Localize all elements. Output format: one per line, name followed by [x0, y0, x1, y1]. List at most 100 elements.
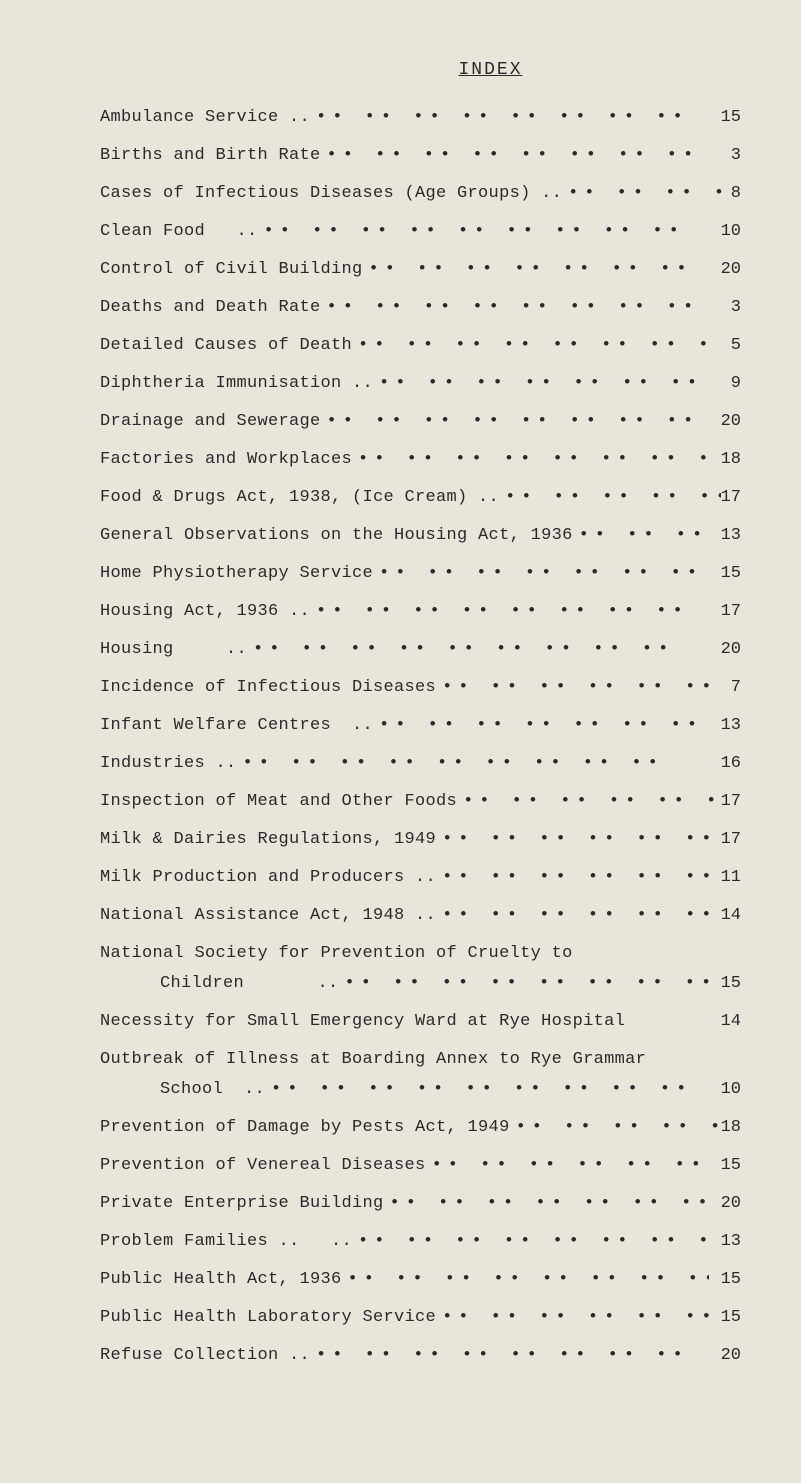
index-entry-label: Food & Drugs Act, 1938, (Ice Cream) ..: [100, 488, 499, 507]
leader-dots: •• •• •• •• •• •• •• •• ••: [352, 450, 710, 469]
index-entry-label: Milk Production and Producers ..: [100, 868, 436, 887]
index-page-number: 17: [706, 602, 741, 621]
index-row: Diphtheria Immunisation ..•• •• •• •• ••…: [100, 374, 741, 393]
index-entry-label: Detailed Causes of Death: [100, 336, 352, 355]
index-page-number: 15: [712, 564, 741, 583]
leader-dots: •• •• •• •• •• •• •• •• ••: [436, 906, 717, 925]
leader-dots: •• •• •• •• •• •• •• •• ••: [384, 1194, 713, 1213]
index-row: Prevention of Venereal Diseases•• •• •• …: [100, 1156, 741, 1175]
index-page-number: 20: [706, 1346, 741, 1365]
index-entry-label: General Observations on the Housing Act,…: [100, 526, 573, 545]
index-row: Private Enterprise Building•• •• •• •• •…: [100, 1194, 741, 1213]
index-row: Drainage and Sewerage•• •• •• •• •• •• •…: [100, 412, 741, 431]
index-page-number: 7: [717, 678, 741, 697]
index-page-number: 15: [709, 1270, 741, 1289]
index-entry-label: Inspection of Meat and Other Foods: [100, 792, 457, 811]
index-page-number: 3: [707, 298, 741, 317]
index-page-number: 15: [706, 108, 741, 127]
index-row: Public Health Laboratory Service•• •• ••…: [100, 1308, 741, 1327]
index-page-number: 18: [721, 1118, 741, 1137]
index-entry-label: Ambulance Service ..: [100, 108, 310, 127]
index-row: Milk & Dairies Regulations, 1949•• •• ••…: [100, 830, 741, 849]
index-entry-label: National Assistance Act, 1948 ..: [100, 906, 436, 925]
leader-dots: •• •• •• •• •• •• •• •• ••: [310, 108, 706, 127]
index-page-number: 14: [703, 1012, 741, 1031]
index-page-number: 10: [703, 1080, 741, 1099]
index-entry-label: Children ..: [100, 974, 339, 993]
leader-dots: •• •• •• •• •• •• •• •• ••: [436, 1308, 717, 1327]
index-entry-label: Home Physiotherapy Service: [100, 564, 373, 583]
leader-dots: •• •• •• •• •• •• •• •• ••: [363, 260, 711, 279]
leader-dots: •• •• •• •• •• •• •• •• ••: [499, 488, 721, 507]
index-entry-label: School ..: [100, 1080, 265, 1099]
index-row: Prevention of Damage by Pests Act, 1949•…: [100, 1118, 741, 1137]
index-row: Housing ..•• •• •• •• •• •• •• •• ••20: [100, 640, 741, 659]
index-row: Refuse Collection ..•• •• •• •• •• •• ••…: [100, 1346, 741, 1365]
index-page-number: 11: [717, 868, 741, 887]
index-row: Control of Civil Building•• •• •• •• •• …: [100, 260, 741, 279]
index-entry-label: Infant Welfare Centres ..: [100, 716, 373, 735]
index-page-number: 15: [716, 1156, 741, 1175]
index-entry-label: Necessity for Small Emergency Ward at Ry…: [100, 1012, 625, 1031]
leader-dots: •• •• •• •• •• •• •• •• ••: [562, 184, 727, 203]
index-page-number: 20: [712, 1194, 741, 1213]
index-page-number: 16: [703, 754, 741, 773]
leader-dots: •• •• •• •• •• •• •• •• ••: [436, 868, 717, 887]
index-entry-label: Control of Civil Building: [100, 260, 363, 279]
index-row: Industries ..•• •• •• •• •• •• •• •• ••1…: [100, 754, 741, 773]
index-row: Food & Drugs Act, 1938, (Ice Cream) ..••…: [100, 488, 741, 507]
leader-dots: •• •• •• •• •• •• •• •• ••: [265, 1080, 703, 1099]
index-entry-label: Refuse Collection ..: [100, 1346, 310, 1365]
index-page-number: 14: [717, 906, 741, 925]
index-page-number: 17: [721, 488, 741, 507]
index-page-number: 3: [707, 146, 741, 165]
index-entry-label: Deaths and Death Rate: [100, 298, 321, 317]
index-entry-label: Diphtheria Immunisation ..: [100, 374, 373, 393]
index-entry-label: Housing Act, 1936 ..: [100, 602, 310, 621]
index-page-number: 17: [719, 792, 742, 811]
index-row: Cases of Infectious Diseases (Age Groups…: [100, 184, 741, 203]
index-page-number: 13: [710, 1232, 741, 1251]
index-row: Detailed Causes of Death•• •• •• •• •• •…: [100, 336, 741, 355]
index-entry-label: Outbreak of Illness at Boarding Annex to…: [100, 1050, 646, 1069]
index-row: General Observations on the Housing Act,…: [100, 526, 741, 545]
index-page-number: 15: [717, 1308, 741, 1327]
index-row: Milk Production and Producers ..•• •• ••…: [100, 868, 741, 887]
leader-dots: •• •• •• •• •• •• •• •• ••: [310, 1346, 706, 1365]
leader-dots: •• •• •• •• •• •• •• •• ••: [321, 146, 708, 165]
index-entry-label: Drainage and Sewerage: [100, 412, 321, 431]
leader-dots: •• •• •• •• •• •• •• •• ••: [342, 1270, 709, 1289]
leader-dots: •• •• •• •• •• •• •• •• ••: [321, 298, 708, 317]
leader-dots: •• •• •• •• •• •• •• •• ••: [237, 754, 703, 773]
index-row: Housing Act, 1936 ..•• •• •• •• •• •• ••…: [100, 602, 741, 621]
leader-dots: •• •• •• •• •• •• •• •• ••: [247, 640, 703, 659]
index-page-number: 10: [703, 222, 741, 241]
leader-dots: •• •• •• •• •• •• •• •• ••: [510, 1118, 721, 1137]
index-row: National Assistance Act, 1948 ..•• •• ••…: [100, 906, 741, 925]
leader-dots: •• •• •• •• •• •• •• •• ••: [339, 974, 709, 993]
index-entry-label: Clean Food ..: [100, 222, 258, 241]
index-row: Births and Birth Rate•• •• •• •• •• •• •…: [100, 146, 741, 165]
leader-dots: •• •• •• •• •• •• •• •• ••: [352, 336, 710, 355]
index-row: Home Physiotherapy Service•• •• •• •• ••…: [100, 564, 741, 583]
index-entry-label: Incidence of Infectious Diseases: [100, 678, 436, 697]
index-row: Public Health Act, 1936•• •• •• •• •• ••…: [100, 1270, 741, 1289]
index-page-number: 20: [711, 260, 741, 279]
leader-dots: •• •• •• •• •• •• •• •• ••: [436, 830, 717, 849]
index-page-number: 17: [717, 830, 741, 849]
index-page-number: 9: [712, 374, 741, 393]
index-row: Children ..•• •• •• •• •• •• •• •• ••15: [100, 974, 741, 993]
index-row: Deaths and Death Rate•• •• •• •• •• •• •…: [100, 298, 741, 317]
index-entry-label: Public Health Laboratory Service: [100, 1308, 436, 1327]
index-row: Inspection of Meat and Other Foods•• •• …: [100, 792, 741, 811]
index-row: Problem Families .. ..•• •• •• •• •• •• …: [100, 1232, 741, 1251]
leader-dots: •• •• •• •• •• •• •• •• ••: [426, 1156, 716, 1175]
index-entry-label: Industries ..: [100, 754, 237, 773]
index-entry-label: National Society for Prevention of Cruel…: [100, 944, 573, 963]
title-text: INDEX: [458, 60, 522, 80]
leader-dots: •• •• •• •• •• •• •• •• ••: [373, 564, 712, 583]
leader-dots: •• •• •• •• •• •• •• •• ••: [352, 1232, 710, 1251]
index-page-number: 15: [709, 974, 741, 993]
index-list: Ambulance Service ..•• •• •• •• •• •• ••…: [100, 108, 741, 1365]
index-page-number: 13: [712, 716, 741, 735]
